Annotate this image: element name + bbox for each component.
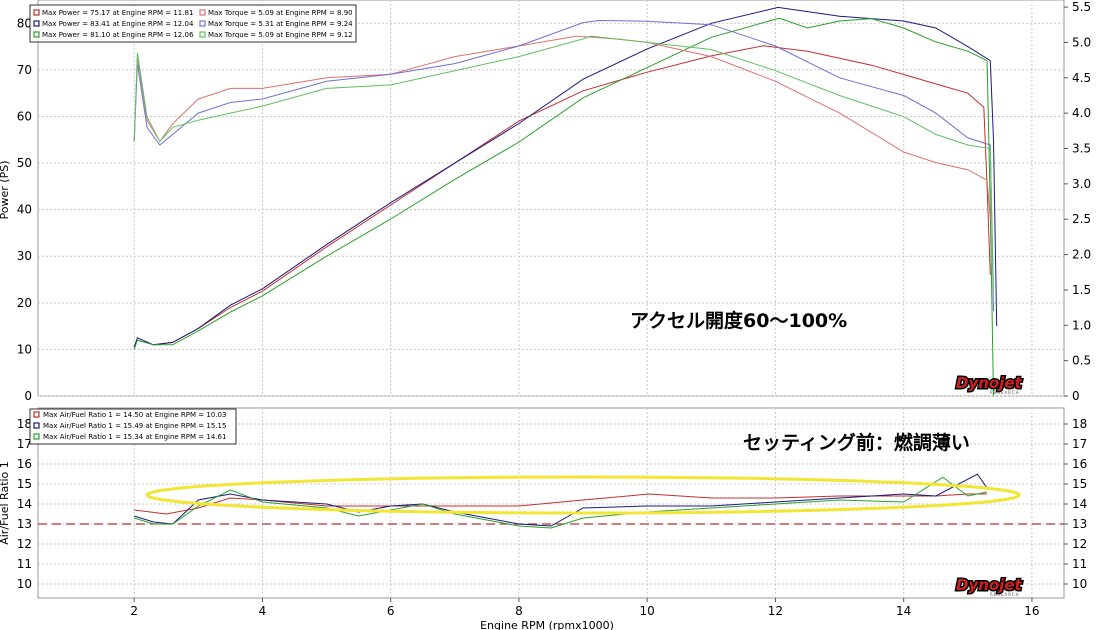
legend-entry: Max Power = 83.41 at Engine RPM = 12.04 [42,20,194,28]
tick-label: 6 [387,604,395,618]
legend-entry: Max Power = 75.17 at Engine RPM = 11.81 [42,9,193,17]
tick-label: 80 [17,16,32,30]
svg-text:RESEARCH: RESEARCH [990,592,1020,597]
series-line-2 [133,6,998,348]
tick-label: 2 [130,604,138,618]
tick-label: 40 [17,203,32,217]
tick-label: 18 [1072,417,1087,431]
legend-swatch [33,9,40,16]
legend-swatch [33,20,40,27]
tick-label: 16 [1072,457,1087,471]
tick-label: 4 [259,604,267,618]
tick-label: 10 [17,342,32,356]
series-line-5 [133,19,994,312]
tick-label: 10 [640,604,655,618]
afr-series-line-2 [134,473,988,527]
svg-text:Dynojet: Dynojet [956,576,1023,594]
afr-legend: Max Air/Fuel Ratio 1 = 14.50 at Engine R… [29,408,237,445]
svg-text:RESEARCH: RESEARCH [990,390,1020,395]
tick-label: 15 [1072,477,1087,491]
afr-series [134,473,988,529]
legend-entry: Max Air/Fuel Ratio 1 = 15.34 at Engine R… [43,433,226,441]
tick-label: 3.0 [1072,177,1091,191]
series-line-6 [133,35,994,290]
afr-series-line-1 [134,493,988,515]
svg-text:Dynojet: Dynojet [956,576,1023,594]
tick-label: 17 [17,437,32,451]
tick-label: 10 [17,577,32,591]
tick-label: 12 [768,604,783,618]
tick-label: 2.5 [1072,212,1091,226]
tick-label: 4.5 [1072,71,1091,85]
legend-entry: Max Torque = 5.09 at Engine RPM = 8.90 [208,9,353,17]
tick-label: 5.0 [1072,35,1091,49]
dynojet-logo-bottom: Dynojet Dynojet RESEARCH [955,575,1025,598]
tick-label: 5.5 [1072,0,1091,14]
tick-label: 0.5 [1072,354,1091,368]
legend-swatch [33,422,40,429]
tick-label: 11 [17,557,32,571]
tick-label: 16 [17,457,32,471]
tick-label: 17 [1072,437,1087,451]
tick-label: 13 [1072,517,1087,531]
legend-swatch [199,20,206,27]
power-grid [38,0,1064,397]
power-legend: Max Power = 75.17 at Engine RPM = 11.81 M… [29,4,357,43]
afr-series-line-3 [134,476,988,529]
power-plot-area [37,0,1065,397]
tick-label: 11 [1072,557,1087,571]
legend-entry: Max Air/Fuel Ratio 1 = 15.49 at Engine R… [43,422,226,430]
legend-swatch [33,433,40,440]
legend-swatch [199,31,206,38]
afr-axis-ticks-left: 10 11 12 13 14 15 16 17 18 [17,417,32,591]
legend-entry: Max Torque = 5.31 at Engine RPM = 9.24 [208,20,353,28]
torque-axis-ticks: 0 0.5 1.0 1.5 2.0 2.5 3.0 3.5 4.0 4.5 5.0 5.5 [1064,0,1091,403]
tick-label: 14 [17,497,32,511]
power-torque-series [133,6,998,397]
legend-entry: Max Power = 81.10 at Engine RPM = 12.06 [42,31,194,39]
tick-label: 8 [515,604,523,618]
legend-entry: Max Torque = 5.09 at Engine RPM = 9.12 [208,31,353,39]
tick-label: 1.0 [1072,318,1091,332]
series-line-3 [133,17,994,397]
power-axis-ticks: 0 10 20 30 40 50 60 70 80 [17,16,32,403]
legend-swatch [33,31,40,38]
throttle-annotation: アクセル開度60～100% [630,309,847,332]
tick-label: 2.0 [1072,248,1091,262]
legend-swatch [33,411,40,418]
afr-axis-ticks-right: 10 11 12 13 14 15 16 17 18 [1064,417,1087,591]
tick-label: 12 [1072,537,1087,551]
legend-entry: Max Air/Fuel Ratio 1 = 14.50 at Engine R… [43,411,226,419]
tick-label: 50 [17,156,32,170]
tick-label: 13 [17,517,32,531]
rpm-axis-ticks: 2 4 6 8 10 12 14 16 [130,598,1040,618]
tick-label: 15 [17,477,32,491]
tick-label: 12 [17,537,32,551]
tick-label: 70 [17,63,32,77]
tick-label: 4.0 [1072,106,1091,120]
tick-label: 18 [17,417,32,431]
power-axis-title: Power (PS) [0,161,11,220]
dynojet-logo-top: Dynojet Dynojet RESEARCH [955,373,1025,396]
tick-label: 20 [17,296,32,310]
afr-axis-title: Air/Fuel Ratio 1 [0,461,11,545]
tick-label: 14 [1072,497,1087,511]
tick-label: 0 [1072,389,1080,403]
legend-swatch [199,9,206,16]
tick-label: 3.5 [1072,142,1091,156]
tick-label: 60 [17,109,32,123]
tick-label: 1.5 [1072,283,1091,297]
tick-label: 14 [896,604,911,618]
svg-text:Dynojet: Dynojet [956,374,1023,392]
tick-label: 30 [17,249,32,263]
tick-label: 0 [24,389,32,403]
setting-annotation: セッティング前：燃調薄い [743,431,970,454]
rpm-axis-title: Engine RPM (rpmx1000) [480,619,614,630]
svg-text:Dynojet: Dynojet [956,374,1023,392]
tick-label: 10 [1072,577,1087,591]
lean-highlight-ellipse [145,475,1021,515]
tick-label: 16 [1024,604,1039,618]
